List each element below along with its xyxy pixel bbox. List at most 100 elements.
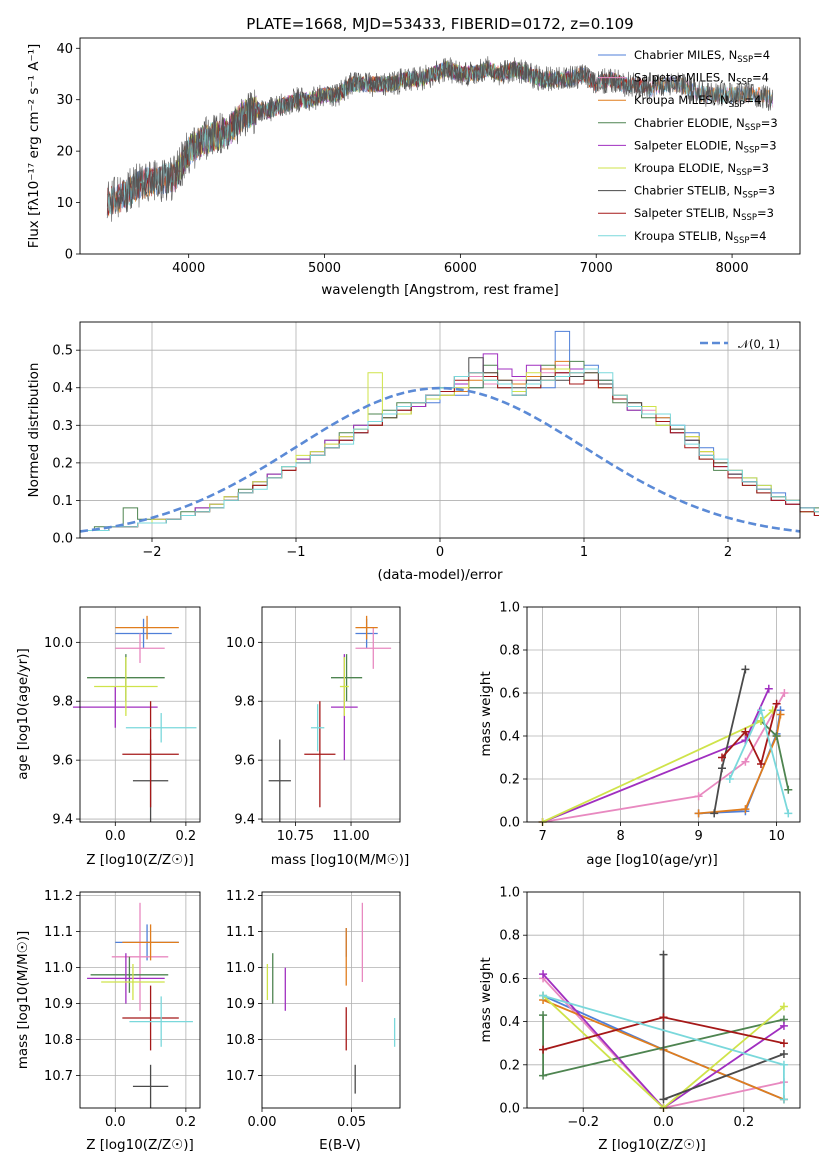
legend-label-7: Salpeter STELIB, NSSP=3 — [634, 206, 774, 223]
mass-vs-Z-ytick-label: 10.8 — [44, 1033, 73, 1048]
legend-label-5: Kroupa ELODIE, NSSP=3 — [634, 161, 769, 178]
residuals-ytick-label: 0.2 — [52, 456, 73, 471]
spectrum-plot — [106, 56, 774, 222]
weight-salpeter-elodie-line — [542, 688, 770, 823]
weight-vs-Z-xlabel: Z [log10(Z/Z☉)] — [598, 1137, 706, 1153]
mass-vs-Z-ytick-label: 10.7 — [44, 1069, 73, 1084]
residuals-xtick-label: 0 — [436, 545, 444, 560]
weight-salpeter-elodie-marker — [764, 684, 773, 693]
spectrum-ytick-label: 30 — [56, 93, 73, 108]
legend-label-suffix: =3 — [757, 206, 774, 220]
weight-chabrier-stelib-marker — [779, 1050, 788, 1058]
age-vs-mass-ytick-label: 10.0 — [226, 636, 255, 651]
mass-vs-Z-ytick-label: 11.1 — [44, 925, 73, 940]
weight-salpeter-stelib-marker — [718, 753, 726, 762]
weight-vs-age-plot — [538, 665, 793, 826]
residuals-xtick-label: −2 — [142, 545, 161, 560]
legend-label-suffix: =3 — [752, 161, 769, 175]
weight-salpeter-stelib-marker — [779, 1039, 788, 1048]
weight-vs-Z-ticks: −0.2 0.0 0.2 0.0 0.2 0.4 0.6 0.8 1.0 — [499, 886, 754, 1131]
spectrum-lines — [106, 56, 774, 222]
legend-label-name: Kroupa STELIB, N — [634, 229, 734, 243]
age-vs-Z-ytick-label: 9.6 — [52, 754, 73, 769]
mass-vs-ebv-xtick-label: 0.05 — [337, 1115, 366, 1130]
residuals-legend: 𝒩(0, 1) — [700, 337, 780, 351]
mass-vs-Z-ticks: 0.0 0.2 10.7 10.8 10.9 11.0 11.1 11.2 — [44, 889, 196, 1130]
mass-vs-Z-plot — [87, 902, 193, 1108]
mass-vs-Z-xlabel: Z [log10(Z/Z☉)] — [86, 1137, 194, 1153]
legend-label-sub: SSP — [734, 236, 750, 246]
residuals-ticks: −2 −1 0 1 2 0.0 0.1 0.2 0.3 0.4 0.5 — [52, 344, 732, 560]
weight-kroupa-stelib-marker — [725, 775, 734, 783]
spectrum-ytick-label: 0 — [65, 248, 73, 263]
mass-vs-Z-ytick-label: 11.0 — [44, 961, 73, 976]
age-vs-Z-ytick-label: 10.0 — [44, 636, 73, 651]
weight-chabrier-stelib-line — [662, 954, 785, 1101]
weight-chabrier-elodie-line — [760, 720, 790, 790]
spectrum-ytick-label: 20 — [56, 145, 73, 160]
weight-vs-Z-ylabel: mass weight — [478, 957, 494, 1042]
legend-label-sub: SSP — [744, 145, 760, 155]
legend-label-name: Chabrier ELODIE, N — [634, 116, 745, 130]
legend-label-name: Chabrier MILES, N — [634, 48, 737, 62]
weight-chabrier-elodie-marker — [539, 1011, 548, 1020]
legend-label-suffix: =4 — [749, 229, 766, 243]
age-vs-Z-ytick-label: 9.4 — [52, 813, 73, 828]
legend-label-sub: SSP — [736, 168, 752, 178]
weight-vs-age-xtick-label: 10 — [768, 829, 785, 844]
weight-vs-age-ytick-label: 1.0 — [499, 601, 520, 616]
legend-label-name: Kroupa MILES, N — [634, 93, 729, 107]
mass-vs-Z-ylabel: mass [log10(M/M☉)] — [15, 931, 31, 1070]
weight-vs-age-ytick-label: 0.6 — [499, 687, 520, 702]
legend-label-sub: SSP — [745, 123, 761, 133]
mass-vs-ebv-grid — [261, 892, 400, 1108]
weight-chabrier-elodie-marker — [784, 785, 793, 794]
hist-chabrier-miles — [79, 330, 819, 538]
residuals-ytick-label: 0.3 — [52, 419, 73, 434]
residuals-ylabel: Normed distribution — [26, 363, 42, 498]
spectrum-ylabel: Flux [fλ10⁻¹⁷ erg cm⁻² s⁻¹ A⁻¹] — [26, 44, 42, 249]
spectrum-data-line — [106, 56, 773, 222]
mass-vs-ebv-ytick-label: 11.1 — [226, 925, 255, 940]
spectrum-xtick-label: 7000 — [580, 261, 613, 276]
spectrum-ytick-label: 10 — [56, 196, 73, 211]
age-vs-mass-frame — [261, 606, 401, 823]
weight-vs-Z-xtick-label: −0.2 — [567, 1115, 599, 1130]
age-vs-mass-xtick-label: 10.75 — [277, 829, 314, 844]
age-vs-mass-grid — [262, 607, 400, 822]
weight-vs-age-frame — [526, 606, 801, 823]
residuals-grid — [80, 322, 800, 539]
legend-normal-label: 𝒩(0, 1) — [738, 337, 780, 351]
spectrum-xtick-label: 5000 — [308, 261, 341, 276]
weight-vs-Z-ytick-label: 0.8 — [499, 929, 520, 944]
weight-kroupa-stelib-marker — [779, 1060, 788, 1069]
weight-chabrier-elodie-marker — [772, 732, 781, 740]
weight-kroupa-miles-marker — [776, 710, 785, 719]
mass-vs-Z-ytick-label: 10.9 — [44, 997, 73, 1012]
spectrum-frame — [79, 37, 801, 255]
age-vs-mass-ytick-label: 9.6 — [234, 754, 255, 769]
residuals-xlabel: (data-model)/error — [377, 567, 503, 583]
mass-vs-ebv-ytick-label: 10.9 — [226, 997, 255, 1012]
weight-salpeter-miles-marker — [694, 792, 703, 801]
age-vs-Z-ylabel: age [log10(age/yr)] — [15, 648, 31, 780]
weight-chabrier-elodie-marker — [539, 1071, 548, 1080]
weight-salpeter-stelib-marker — [757, 759, 765, 768]
panel-age-vs-Z: 0.0 0.2 9.4 9.6 9.8 10.0 — [44, 606, 201, 844]
normal-curve — [79, 386, 801, 533]
weight-vs-age-ytick-label: 0.4 — [499, 730, 520, 745]
legend-label-sub: SSP — [741, 213, 757, 223]
legend-label-suffix: =4 — [744, 93, 761, 107]
weight-chabrier-stelib-marker — [659, 1095, 668, 1104]
panel-mass-vs-Z: 0.0 0.2 10.7 10.8 10.9 11.0 11.1 11.2 — [44, 889, 201, 1130]
spectrum-ticks: 4000 5000 6000 7000 8000 0 10 20 30 40 — [56, 42, 748, 276]
legend-label-name: Salpeter MILES, N — [634, 71, 736, 85]
legend-label-sub: SSP — [736, 78, 752, 88]
weight-salpeter-stelib-marker — [741, 727, 750, 736]
age-vs-mass-ticks: 10.75 11.00 9.4 9.6 9.8 10.0 — [226, 636, 370, 844]
weight-vs-Z-ytick-label: 0.0 — [499, 1102, 520, 1117]
spectrum-title: PLATE=1668, MJD=53433, FIBERID=0172, z=0… — [246, 15, 633, 33]
weight-vs-Z-xtick-label: 0.2 — [733, 1115, 754, 1130]
weight-kroupa-stelib-marker — [539, 991, 548, 1000]
residuals-ytick-label: 0.4 — [52, 381, 73, 396]
